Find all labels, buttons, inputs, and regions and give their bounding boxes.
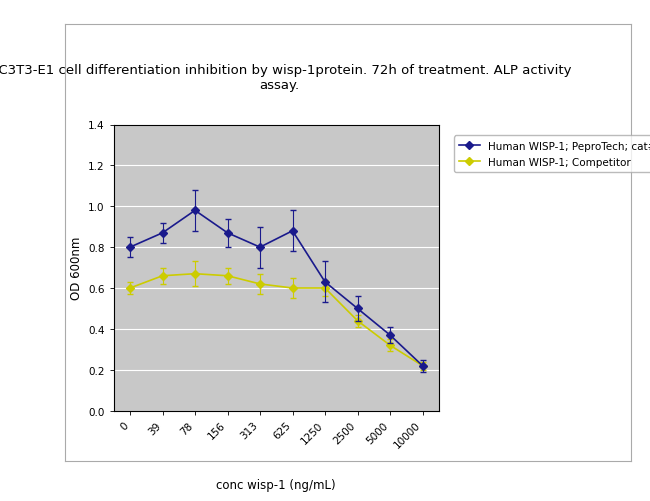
X-axis label: conc wisp-1 (ng/mL): conc wisp-1 (ng/mL) (216, 477, 336, 490)
Y-axis label: OD 600nm: OD 600nm (70, 236, 83, 300)
Text: MC3T3-E1 cell differentiation inhibition by wisp-1protein. 72h of treatment. ALP: MC3T3-E1 cell differentiation inhibition… (0, 64, 572, 92)
Legend: Human WISP-1; PeproTech; cat# 120-18, Human WISP-1; Competitor: Human WISP-1; PeproTech; cat# 120-18, Hu… (454, 136, 650, 173)
